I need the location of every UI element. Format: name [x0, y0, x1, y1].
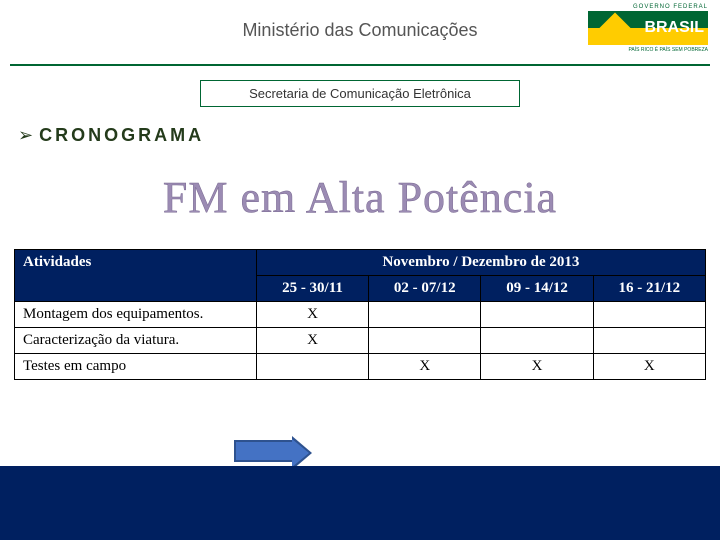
divider-line	[10, 64, 710, 66]
footer-band	[0, 466, 720, 540]
mark-cell: X	[593, 354, 705, 380]
logo-diamond-icon	[599, 12, 630, 43]
section-label: CRONOGRAMA	[39, 125, 204, 146]
activities-header: Atividades	[15, 250, 257, 302]
week-header: 09 - 14/12	[481, 276, 593, 302]
period-header: Novembro / Dezembro de 2013	[256, 250, 705, 276]
table-row: Caracterização da viatura. X	[15, 328, 706, 354]
logo-flag: BRASIL	[588, 11, 708, 45]
mark-cell: X	[256, 302, 368, 328]
arrow-head-fill	[292, 439, 309, 467]
activity-cell: Caracterização da viatura.	[15, 328, 257, 354]
arrow-body	[234, 440, 294, 462]
logo-word: BRASIL	[644, 19, 704, 37]
week-header: 02 - 07/12	[369, 276, 481, 302]
schedule-table-wrap: Atividades Novembro / Dezembro de 2013 2…	[14, 249, 706, 380]
activity-cell: Testes em campo	[15, 354, 257, 380]
mark-cell: X	[369, 354, 481, 380]
table-row: Montagem dos equipamentos. X	[15, 302, 706, 328]
section-heading: ➢ CRONOGRAMA	[18, 125, 720, 146]
schedule-table: Atividades Novembro / Dezembro de 2013 2…	[14, 249, 706, 380]
pointer-arrow-icon	[234, 440, 294, 462]
mark-cell: X	[481, 354, 593, 380]
logo-slogan: PAÍS RICO É PAÍS SEM POBREZA	[588, 47, 708, 53]
mark-cell	[593, 302, 705, 328]
activity-cell: Montagem dos equipamentos.	[15, 302, 257, 328]
table-header-row-1: Atividades Novembro / Dezembro de 2013	[15, 250, 706, 276]
mark-cell	[256, 354, 368, 380]
logo-top-text: GOVERNO FEDERAL	[588, 4, 708, 10]
table-row: Testes em campo X X X	[15, 354, 706, 380]
mark-cell	[369, 302, 481, 328]
subtitle-box: Secretaria de Comunicação Eletrônica	[200, 80, 520, 107]
header: Ministério das Comunicações GOVERNO FEDE…	[0, 0, 720, 64]
mark-cell	[369, 328, 481, 354]
mark-cell	[593, 328, 705, 354]
main-title: FM em Alta Potência	[0, 172, 720, 223]
mark-cell	[481, 302, 593, 328]
brasil-logo: GOVERNO FEDERAL BRASIL PAÍS RICO É PAÍS …	[588, 4, 708, 58]
arrowhead-icon: ➢	[18, 125, 33, 146]
mark-cell: X	[256, 328, 368, 354]
week-header: 16 - 21/12	[593, 276, 705, 302]
week-header: 25 - 30/11	[256, 276, 368, 302]
mark-cell	[481, 328, 593, 354]
